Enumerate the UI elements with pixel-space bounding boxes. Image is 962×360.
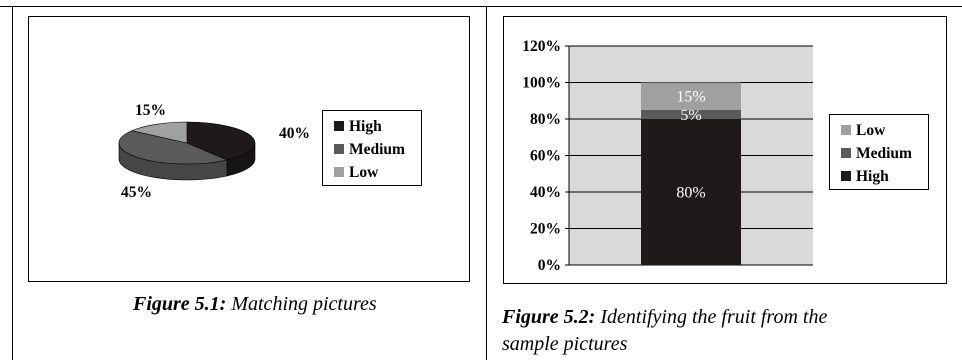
bar-data-label-medium: 5% <box>680 107 701 124</box>
bar-legend-item-high: High <box>841 168 889 186</box>
bar-segment-low <box>641 82 741 110</box>
left-rule <box>12 6 13 360</box>
bar-legend-label-medium: Medium <box>856 145 912 162</box>
pie-chart: 40% 45% 15% <box>118 102 310 201</box>
pie-data-label-low: 15% <box>135 102 166 119</box>
bar-chart: 0% 20% 40% 60% 80% 100% 120% 80% 5%15% <box>522 38 813 274</box>
pie-data-label-medium: 45% <box>121 184 152 201</box>
bar-legend-swatch-low <box>841 125 851 135</box>
pie-slice-high <box>186 121 256 161</box>
pie-legend-swatch-low <box>334 167 344 177</box>
middle-rule <box>486 6 487 360</box>
pie-legend-swatch-medium <box>334 144 344 154</box>
pie-legend-item-high: High <box>334 118 382 136</box>
pie-legend-label-high: High <box>349 118 382 135</box>
bar-y-tick-label: 40% <box>530 184 561 201</box>
bar-y-tick-label: 0% <box>538 257 561 274</box>
bar-y-tick-label: 100% <box>522 75 561 92</box>
figure-5-1-caption: Figure 5.1: Matching pictures <box>133 291 377 318</box>
figure-5-2-label: Figure 5.2: <box>502 306 596 328</box>
bar-segment-high <box>641 119 741 265</box>
pie-slice-low <box>131 121 188 144</box>
pie-legend-label-low: Low <box>349 164 379 181</box>
bar-legend-label-high: High <box>856 168 889 185</box>
pie-legend-item-medium: Medium <box>334 141 405 159</box>
bar-legend: Low Medium High <box>829 114 929 190</box>
bar-legend-swatch-high <box>841 171 851 181</box>
bar-legend-swatch-medium <box>841 148 851 158</box>
figure-5-1-label: Figure 5.1: <box>133 293 227 315</box>
figure-5-2-chart-frame: 0% 20% 40% 60% 80% 100% 120% 80% 5% 15% Low Mediu… <box>503 16 947 284</box>
bar-data-label-high: 80% <box>676 185 705 202</box>
bar-y-tick-label: 60% <box>530 148 561 165</box>
pie-legend-item-low: Low <box>334 164 378 182</box>
pie-data-label-high: 40% <box>279 125 310 142</box>
figure-5-1-caption-text: Matching pictures <box>231 293 377 315</box>
bar-data-label-low: 15% <box>676 89 705 106</box>
bar-legend-label-low: Low <box>856 122 886 139</box>
bar-y-tick-label: 80% <box>530 111 561 128</box>
top-rule <box>0 6 962 7</box>
bar-legend-item-medium: Medium <box>841 145 912 163</box>
pie-legend-label-medium: Medium <box>349 141 405 158</box>
pie-slice-medium <box>118 130 228 165</box>
figure-5-2-caption-line-2: sample pictures <box>502 333 628 355</box>
bar-y-tick-label: 20% <box>530 221 561 238</box>
bar-legend-item-low: Low <box>841 122 885 140</box>
pie-legend: High Medium Low <box>322 110 422 186</box>
bar-segment-medium <box>641 109 741 119</box>
figure-5-1-chart-frame: 40% 45% 15% High Medium Low <box>28 16 470 282</box>
figure-5-2-caption: Figure 5.2: Identifying the fruit from t… <box>502 304 827 358</box>
figure-5-2-caption-line-1: Figure 5.2: Identifying the fruit from t… <box>502 304 827 331</box>
bar-y-tick-label: 120% <box>522 38 561 55</box>
figure-5-2-caption-text-1: Identifying the fruit from the <box>600 306 828 328</box>
pie-legend-swatch-high <box>334 121 344 131</box>
